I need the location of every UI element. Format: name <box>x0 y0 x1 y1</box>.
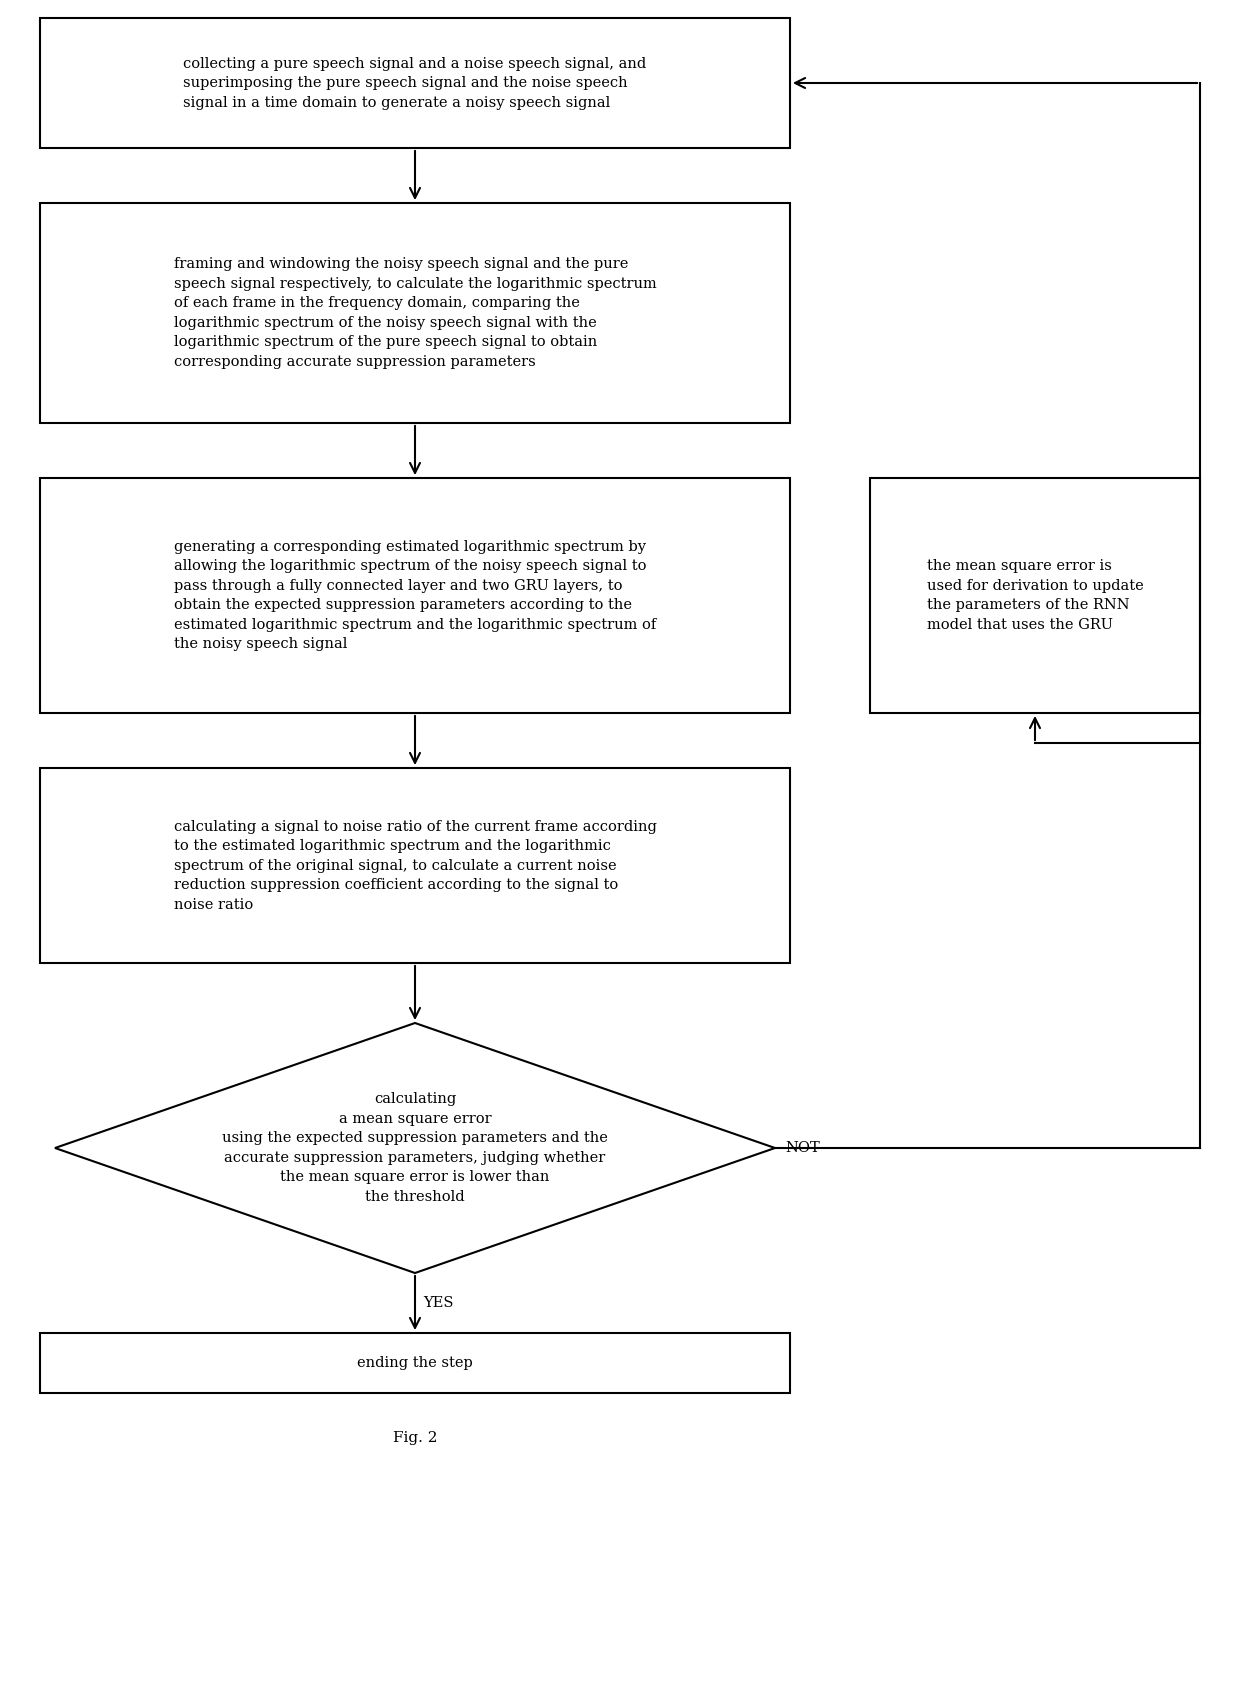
Text: YES: YES <box>423 1296 454 1311</box>
Text: ending the step: ending the step <box>357 1356 472 1370</box>
Text: NOT: NOT <box>785 1140 820 1156</box>
FancyBboxPatch shape <box>40 19 790 148</box>
FancyBboxPatch shape <box>40 202 790 423</box>
Polygon shape <box>55 1022 775 1274</box>
Text: generating a corresponding estimated logarithmic spectrum by
allowing the logari: generating a corresponding estimated log… <box>174 540 656 651</box>
Text: calculating a signal to noise ratio of the current frame according
to the estima: calculating a signal to noise ratio of t… <box>174 820 656 911</box>
Text: calculating
a mean square error
using the expected suppression parameters and th: calculating a mean square error using th… <box>222 1091 608 1205</box>
FancyBboxPatch shape <box>40 477 790 714</box>
Text: Fig. 2: Fig. 2 <box>393 1431 438 1446</box>
FancyBboxPatch shape <box>40 1333 790 1393</box>
Text: collecting a pure speech signal and a noise speech signal, and
superimposing the: collecting a pure speech signal and a no… <box>184 56 646 110</box>
Text: framing and windowing the noisy speech signal and the pure
speech signal respect: framing and windowing the noisy speech s… <box>174 256 656 369</box>
Text: the mean square error is
used for derivation to update
the parameters of the RNN: the mean square error is used for deriva… <box>926 560 1143 631</box>
FancyBboxPatch shape <box>40 768 790 963</box>
FancyBboxPatch shape <box>870 477 1200 714</box>
